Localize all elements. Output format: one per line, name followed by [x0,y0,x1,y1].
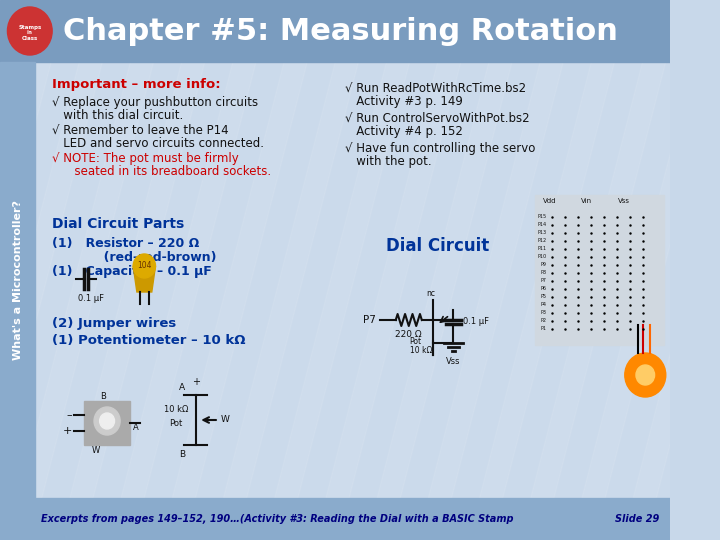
Text: P8: P8 [541,271,546,275]
Text: Activity #3 p. 149: Activity #3 p. 149 [345,95,462,108]
Text: Vss: Vss [446,357,461,366]
Text: nc: nc [427,289,436,298]
Polygon shape [19,62,205,498]
Text: Dial Circuit Parts: Dial Circuit Parts [52,217,184,231]
Polygon shape [480,62,666,498]
Text: B: B [179,450,185,459]
Text: P3: P3 [541,310,546,315]
Polygon shape [121,62,307,498]
Polygon shape [377,62,563,498]
Text: √ Run ControlServoWithPot.bs2: √ Run ControlServoWithPot.bs2 [345,112,529,125]
Text: 0.1 μF: 0.1 μF [78,294,104,303]
Text: (1) Potentiometer – 10 kΩ: (1) Potentiometer – 10 kΩ [52,334,246,347]
Text: A: A [133,423,139,433]
Polygon shape [428,62,615,498]
Text: Activity #4 p. 152: Activity #4 p. 152 [345,125,462,138]
Polygon shape [172,62,359,498]
Text: What's a Microcontroller?: What's a Microcontroller? [13,200,23,360]
Text: P5: P5 [541,294,546,300]
Text: Dial Circuit: Dial Circuit [386,237,490,255]
Text: P7: P7 [541,279,546,284]
Text: Vdd: Vdd [543,198,556,204]
Text: Vin: Vin [581,198,592,204]
Text: P13: P13 [537,231,546,235]
Circle shape [94,407,120,435]
Text: W: W [221,415,230,424]
Bar [0,62,35,498]
Polygon shape [326,62,512,498]
Circle shape [7,7,52,55]
Text: √ NOTE: The pot must be firmly: √ NOTE: The pot must be firmly [52,152,239,165]
Polygon shape [531,62,717,498]
Text: P10: P10 [537,254,546,260]
Text: Class: Class [22,36,38,40]
Text: P12: P12 [537,239,546,244]
Circle shape [99,413,114,429]
Text: Excerpts from pages 149–152, 190…(Activity #3: Reading the Dial with a BASIC Sta: Excerpts from pages 149–152, 190…(Activi… [41,514,513,524]
Text: Important – more info:: Important – more info: [52,78,221,91]
Polygon shape [223,62,410,498]
Text: P9: P9 [541,262,546,267]
Text: 10 kΩ: 10 kΩ [410,346,432,355]
Bar [0,498,670,540]
Text: with this dial circuit.: with this dial circuit. [52,109,184,122]
Text: 0.1 μF: 0.1 μF [463,318,489,327]
Text: Chapter #5: Measuring Rotation: Chapter #5: Measuring Rotation [63,17,618,45]
Text: Pot: Pot [410,337,422,346]
Polygon shape [0,62,51,498]
Text: 220 Ω: 220 Ω [395,330,422,339]
Circle shape [636,365,654,385]
Bar [84,401,130,445]
Text: in: in [27,30,32,36]
Text: seated in its breadboard sockets.: seated in its breadboard sockets. [52,165,271,178]
Text: –: – [66,410,72,420]
Text: √ Replace your pushbutton circuits: √ Replace your pushbutton circuits [52,96,258,109]
Text: +: + [63,426,72,436]
Text: P7: P7 [363,315,376,325]
Text: P1: P1 [541,327,546,332]
Text: (red-red-brown): (red-red-brown) [73,251,216,264]
Text: A: A [179,383,185,392]
Polygon shape [582,62,720,498]
Text: 104: 104 [137,261,152,271]
Text: LED and servo circuits connected.: LED and servo circuits connected. [52,137,264,150]
Text: P6: P6 [541,287,546,292]
Text: with the pot.: with the pot. [345,155,431,168]
Polygon shape [0,62,102,498]
Text: 10 kΩ: 10 kΩ [164,406,188,415]
Text: P15: P15 [537,214,546,219]
Text: P4: P4 [541,302,546,307]
Text: (1)   Capacitor – 0.1 μF: (1) Capacitor – 0.1 μF [52,265,212,278]
Text: Pot: Pot [169,418,183,428]
Text: (2) Jumper wires: (2) Jumper wires [52,317,176,330]
Text: √ Remember to leave the P14: √ Remember to leave the P14 [52,124,229,137]
Text: Stamps: Stamps [18,25,42,30]
Polygon shape [0,62,153,498]
Polygon shape [133,266,156,292]
Text: W: W [91,446,100,455]
Text: P11: P11 [537,246,546,252]
Text: P14: P14 [537,222,546,227]
Text: +: + [192,377,199,387]
Text: (1)   Resistor – 220 Ω: (1) Resistor – 220 Ω [52,237,199,250]
Polygon shape [275,62,461,498]
Bar [0,0,670,62]
Circle shape [625,353,666,397]
Text: P2: P2 [541,319,546,323]
Polygon shape [685,62,720,498]
Text: √ Run ReadPotWithRcTime.bs2: √ Run ReadPotWithRcTime.bs2 [345,82,526,95]
Text: Slide 29: Slide 29 [615,514,660,524]
Circle shape [133,254,156,278]
Text: B: B [101,392,107,401]
Polygon shape [70,62,256,498]
Text: √ Have fun controlling the servo: √ Have fun controlling the servo [345,142,535,155]
Polygon shape [633,62,720,498]
Bar [536,195,664,345]
Text: Vss: Vss [618,198,630,204]
